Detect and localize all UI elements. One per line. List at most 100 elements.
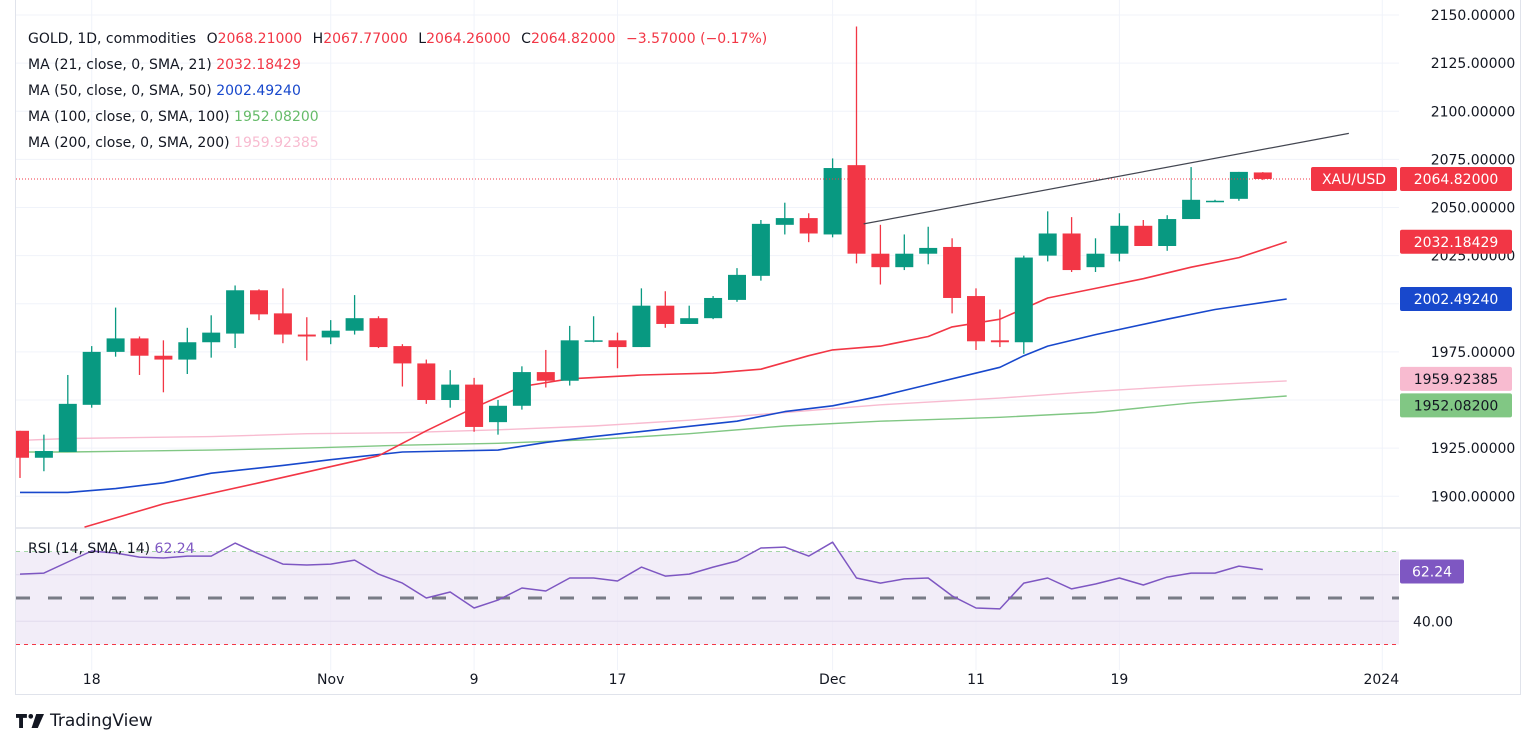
tradingview-brand[interactable]: TradingView [16,711,153,731]
rsi-line [19,541,1263,610]
rsi-tag: 62.24 [1400,559,1464,584]
candle-body [1038,233,1057,256]
overlays [16,132,1399,225]
ma50-legend[interactable]: MA (50, close, 0, SMA, 50) 2002.49240 [28,83,301,99]
time-axis-label: 11 [967,672,985,688]
candle-body [369,318,388,348]
last-price-tag-text: 2064.82000 [1414,172,1499,188]
candle-body [130,338,149,356]
symbol-tag: XAU/USD [1311,166,1397,191]
candle-body [751,223,770,276]
candle-body [560,340,579,381]
axes: 1900.000001925.000001975.000002025.00000… [83,8,1516,688]
ma100-tag: 1952.08200 [1400,393,1512,418]
moving-averages [19,241,1287,528]
candle [489,400,507,435]
price-axis-label: 2100.00000 [1431,104,1516,120]
price-axis-label: 1925.00000 [1431,441,1516,457]
ma200-legend[interactable]: MA (200, close, 0, SMA, 200) 1959.92385 [28,135,319,151]
candle-body [465,384,484,427]
ma50-tag: 2002.49240 [1400,286,1512,311]
candle [345,295,364,335]
candle [608,332,627,369]
ma21-tag-box [1400,229,1512,254]
candle [728,268,746,302]
candle [680,305,699,324]
price-axis-label: 2050.00000 [1431,201,1516,217]
candle [226,285,245,349]
candle [799,213,818,243]
candle-body [1158,219,1177,246]
ohlc-change: −3.57000 (−0.17%) [626,31,768,47]
time-axis-label: 18 [83,672,101,688]
candle-body [919,247,938,254]
ma100-legend[interactable]: MA (100, close, 0, SMA, 100) 1952.08200 [28,109,319,125]
candle-body [345,318,364,331]
ma50-tag-box [1400,286,1512,311]
candle [1062,217,1081,272]
candle-body [990,340,1009,343]
price-axis-label: 2125.00000 [1431,56,1516,72]
candle [369,316,388,349]
rsi-legend-value: 62.24 [154,541,195,557]
tradingview-logo-icon [16,714,44,728]
candle-body [799,218,818,234]
time-axis-label: Nov [317,672,344,688]
ohlc-low: L2064.26000 [418,31,511,47]
candle-body [1134,225,1153,246]
candle-body [775,218,794,225]
candle-body [728,274,746,300]
candle [297,317,316,361]
ma21-legend[interactable]: MA (21, close, 0, SMA, 21) 2032.18429 [28,57,301,73]
trendline [863,132,1349,225]
candle [250,289,268,321]
candle-body [943,246,962,298]
candle-body [1229,171,1248,199]
rsi-band [16,551,1399,645]
candle [1134,220,1153,246]
price-axis-label: 1900.00000 [1431,489,1516,505]
time-axis-label: 19 [1110,672,1128,688]
candle-body [1110,225,1129,254]
rsi-legend[interactable]: RSI (14, SMA, 14) 62.24 [28,541,195,557]
price-axis-label: 2150.00000 [1431,8,1516,24]
candle-body [895,253,914,268]
ma21-line [84,241,1287,528]
chart-canvas[interactable]: 1900.000001925.000001975.000002025.00000… [0,0,1536,700]
time-axis-label: 17 [609,672,627,688]
rsi-axis-label: 40.00 [1413,614,1453,630]
candle [178,327,197,375]
candle-body [178,342,197,360]
candle-body [393,346,412,364]
candle [1014,255,1033,354]
symbol-info: GOLD, 1D, commodities [28,31,197,47]
candle-body [656,305,675,324]
rsi-tag-box [1400,559,1464,584]
ma200-line [19,380,1287,442]
candle-body [871,253,890,268]
candle-body [250,290,268,315]
time-axis-label: 2024 [1363,672,1399,688]
candle-body [847,165,866,254]
candle-body [417,363,436,400]
candle [321,320,340,345]
ma100-tag-box [1400,393,1512,418]
symbol-legend: GOLD, 1D, commodities O2068.21000 H2067.… [28,26,767,52]
candle-body [82,351,101,405]
candle [1182,167,1201,220]
candle-body [202,332,221,343]
rsi-tag-text: 62.24 [1412,565,1452,581]
candle [751,220,770,281]
candle-body [1062,233,1081,271]
candle [273,288,292,344]
candle-body [536,372,555,381]
candle [441,370,460,408]
candle [1158,215,1177,251]
candle [34,434,53,472]
candle [632,288,651,348]
candle-body [34,451,53,458]
candle [512,366,531,410]
candle-body [584,340,603,342]
candle-body [1086,253,1105,268]
candle [465,377,484,432]
